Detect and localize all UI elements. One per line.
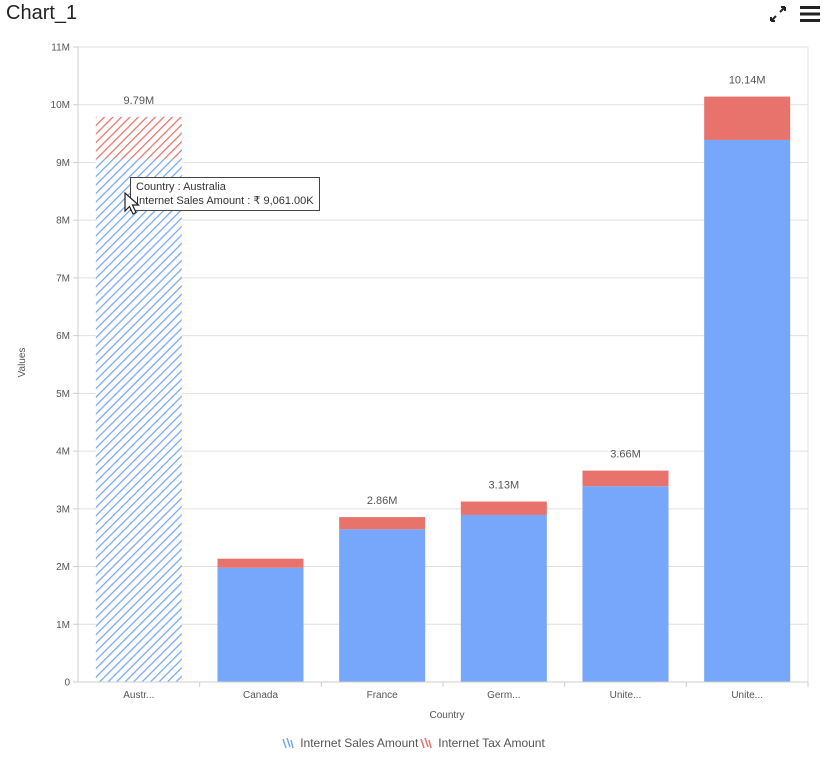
bar-tax [339,517,426,530]
bar-sales [460,514,547,682]
legend-label-tax: Internet Tax Amount [438,736,545,750]
tooltip-country: Country : Australia [136,181,226,193]
x-tick-label: Austr... [123,690,154,701]
y-tick-label: 0 [64,678,70,689]
expand-icon[interactable] [767,3,789,25]
x-tick-label: Unite... [610,690,642,701]
x-tick-label: Unite... [731,690,763,701]
chart-toolbar [767,2,821,26]
y-tick-label: 3M [56,504,70,515]
legend-item-sales[interactable]: Internet Sales Amount [280,736,418,750]
bar-tax [704,96,791,140]
x-tick-label: Canada [243,690,278,701]
y-axis-title: Values [17,348,28,378]
chart-title: Chart_1 [6,2,78,24]
x-axis-title: Country [429,710,464,721]
y-tick-label: 5M [56,389,70,400]
bar-tax [95,116,182,159]
x-tick-label: France [367,690,399,701]
y-tick-label: 11M [51,43,70,54]
bar-sales [339,529,426,682]
bar-tax [217,558,304,568]
legend-label-sales: Internet Sales Amount [300,736,419,750]
data-label-total: 9.79M [124,95,155,107]
chart-tooltip: Country : Australia Internet Sales Amoun… [130,177,320,211]
y-tick-label: 1M [56,620,70,631]
bar-sales [217,567,304,682]
y-tick-label: 7M [56,273,70,284]
legend-swatch-sales [282,737,294,749]
tooltip-value: Internet Sales Amount : ₹ 9,061.00K [136,195,314,207]
data-label-total: 2.86M [367,495,398,507]
bar-tax [460,501,547,515]
y-tick-label: 6M [56,331,70,342]
data-label-total: 10.14M [729,75,766,87]
y-tick-label: 4M [56,447,70,458]
bar-sales [704,139,791,682]
y-tick-label: 8M [56,216,70,227]
data-label-total: 3.66M [610,449,641,461]
y-tick-label: 2M [56,562,70,573]
bar-sales [95,158,182,683]
legend-item-tax[interactable]: Internet Tax Amount [418,736,545,750]
data-label-total: 3.13M [489,480,520,492]
y-tick-label: 10M [51,100,70,111]
bar-sales [582,486,669,682]
y-tick-label: 9M [56,158,70,169]
chart-legend: Internet Sales Amount Internet Tax Amoun… [0,734,825,752]
menu-icon[interactable] [799,3,821,25]
legend-swatch-tax [420,737,433,749]
x-tick-label: Germ... [487,690,520,701]
bar-tax [582,470,669,487]
mouse-pointer-icon [124,192,140,215]
